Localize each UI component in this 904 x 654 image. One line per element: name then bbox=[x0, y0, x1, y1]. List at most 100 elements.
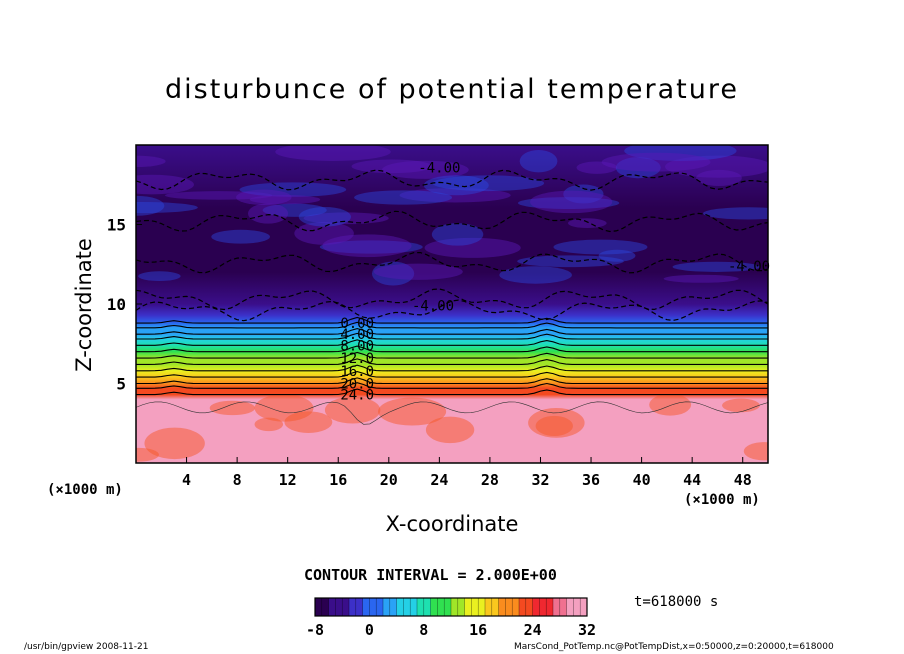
colorbar-swatch bbox=[546, 598, 554, 616]
x-tick-label: 8 bbox=[233, 471, 242, 489]
patch bbox=[136, 447, 159, 462]
patch bbox=[298, 207, 351, 227]
patch bbox=[432, 175, 545, 192]
colorbar-tick-label: 0 bbox=[365, 621, 374, 639]
colorbar-swatch bbox=[566, 598, 574, 616]
patch bbox=[567, 218, 607, 229]
colorbar-swatch bbox=[478, 598, 486, 616]
colorbar-swatch bbox=[471, 598, 479, 616]
contour-label: 16.0 bbox=[340, 364, 374, 380]
contour-label: 4.00 bbox=[340, 327, 374, 343]
patch bbox=[136, 155, 166, 168]
patch bbox=[138, 271, 181, 282]
footer-right: MarsCond_PotTemp.nc@PotTempDist,x=0:5000… bbox=[514, 642, 834, 652]
x-tick-label: 32 bbox=[531, 471, 549, 489]
x-unit-label-right: (×1000 m) bbox=[684, 492, 760, 508]
patch bbox=[378, 397, 447, 426]
contour-line bbox=[136, 332, 768, 340]
contour-label: 24.0 bbox=[340, 388, 374, 404]
patch bbox=[164, 191, 273, 200]
patch bbox=[696, 169, 742, 187]
contour-line bbox=[136, 358, 768, 365]
contour-line-negative bbox=[136, 288, 768, 311]
footer-left: /usr/bin/gpview 2008-11-21 bbox=[24, 642, 149, 652]
plot-area: -4.00 -4.00 -4.00 0.004.008.0012.016.020.02… bbox=[135, 144, 770, 464]
time-label: t=618000 s bbox=[634, 594, 719, 610]
patch bbox=[703, 207, 768, 220]
contour-label: -4.00 bbox=[418, 160, 460, 176]
colorbar-swatch bbox=[464, 598, 472, 616]
patch bbox=[499, 266, 572, 284]
contour-label: 8.00 bbox=[340, 338, 374, 354]
patch bbox=[351, 159, 433, 174]
patch bbox=[303, 212, 389, 225]
colorbar-swatch bbox=[321, 598, 330, 616]
colorbar-swatch bbox=[423, 598, 432, 616]
patch bbox=[239, 182, 347, 197]
patch bbox=[598, 249, 636, 262]
colorbar-tick-label: 24 bbox=[524, 621, 542, 639]
x-unit-label-left: (×1000 m) bbox=[47, 482, 123, 498]
x-tick-label: 16 bbox=[329, 471, 347, 489]
patch bbox=[354, 190, 453, 205]
colorbar-swatch bbox=[512, 598, 520, 616]
patch bbox=[211, 229, 270, 244]
colorbar-swatch bbox=[389, 598, 398, 616]
patch bbox=[371, 261, 415, 286]
colorbar-swatch bbox=[355, 598, 364, 616]
contour-line-low bbox=[136, 401, 768, 425]
patch bbox=[528, 408, 585, 438]
patch bbox=[663, 274, 739, 283]
contour-line bbox=[136, 364, 768, 372]
patch bbox=[319, 240, 423, 254]
colorbar-swatch bbox=[491, 598, 500, 616]
x-tick-label: 48 bbox=[734, 471, 752, 489]
contour-label: -4.00 bbox=[412, 299, 454, 315]
colorbar-swatch bbox=[437, 598, 445, 616]
patch bbox=[576, 161, 618, 174]
contour-interval-label: CONTOUR INTERVAL = 2.000E+00 bbox=[304, 566, 557, 584]
patch bbox=[743, 442, 768, 461]
patch bbox=[136, 174, 194, 195]
patch bbox=[254, 394, 314, 422]
contour-line-negative bbox=[136, 299, 768, 322]
contour-line-negative bbox=[136, 252, 768, 274]
patch bbox=[236, 189, 292, 205]
contour-label: 0.00 bbox=[340, 316, 374, 332]
patch bbox=[373, 263, 463, 280]
colorbar-swatch bbox=[315, 598, 323, 616]
y-tick-label: 10 bbox=[107, 295, 126, 314]
colorbar-swatch bbox=[376, 598, 384, 616]
colorbar-tick-label: -8 bbox=[306, 621, 324, 639]
colorbar-swatch bbox=[349, 598, 357, 616]
contour-label: 20.0 bbox=[340, 377, 374, 393]
patch bbox=[144, 427, 205, 460]
y-axis-label: Z-coordinate bbox=[72, 238, 96, 372]
colorbar: -8 0 8 16 24 32 bbox=[306, 597, 596, 639]
patch bbox=[136, 195, 165, 216]
patch bbox=[262, 203, 327, 217]
contour-lines bbox=[136, 169, 768, 425]
patch bbox=[722, 398, 760, 413]
patch bbox=[399, 188, 511, 203]
contour-labels: -4.00 -4.00 -4.00 0.004.008.0012.016.020.02… bbox=[340, 160, 770, 403]
colorbar-swatch bbox=[444, 598, 452, 616]
colorbar-swatch bbox=[328, 598, 336, 616]
colorbar-swatch bbox=[532, 598, 540, 616]
turbulent-patches bbox=[136, 145, 768, 462]
x-tick-label: 4 bbox=[182, 471, 191, 489]
colorbar-swatch bbox=[369, 598, 377, 616]
patch bbox=[672, 261, 761, 272]
contour-line bbox=[136, 345, 768, 353]
colorbar-swatch bbox=[573, 598, 581, 616]
y-tick-label: 5 bbox=[116, 375, 126, 394]
patch bbox=[649, 393, 692, 416]
colorbar-swatch bbox=[383, 598, 391, 616]
patch bbox=[247, 203, 289, 224]
contour-line bbox=[136, 371, 768, 378]
colorbar-swatch bbox=[559, 598, 568, 616]
patch bbox=[275, 145, 391, 161]
patch bbox=[553, 239, 648, 255]
x-tick-label: 40 bbox=[633, 471, 651, 489]
